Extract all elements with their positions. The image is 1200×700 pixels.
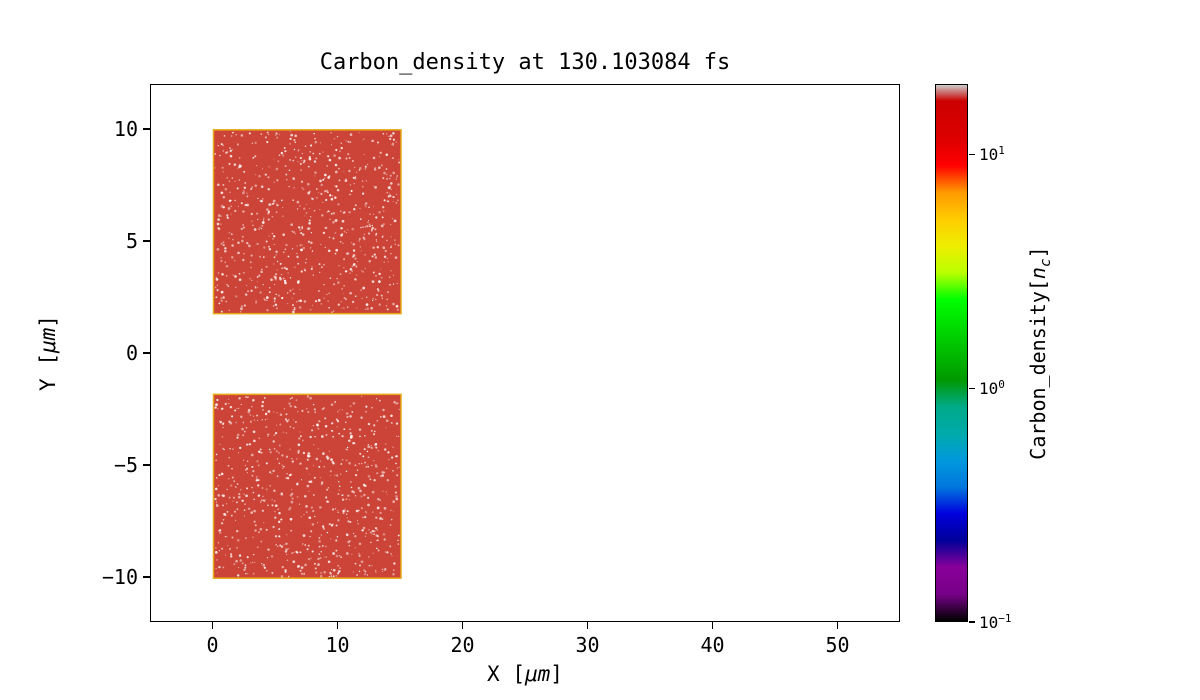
colorbar-label-sub: c (1038, 258, 1054, 268)
colorbar-label: Carbon_density[nc] (1026, 246, 1054, 459)
x-axis-label-close: ] (550, 662, 563, 686)
x-tick-mark (336, 622, 339, 629)
y-tick-label: −5 (113, 453, 138, 478)
y-tick-label: 5 (125, 228, 138, 253)
colorbar-label-text: Carbon_density[ (1026, 279, 1050, 460)
colorbar-tick-label: 101 (979, 144, 1005, 165)
y-tick-mark (143, 128, 150, 130)
y-tick-label: −10 (101, 565, 138, 590)
x-tick-mark (461, 622, 464, 629)
x-tick-label: 40 (700, 633, 725, 657)
y-tick-mark (143, 576, 150, 578)
y-tick-label: 0 (125, 341, 138, 365)
speckle-layer (214, 395, 400, 578)
colorbar (935, 84, 968, 622)
plot-title: Carbon_density at 130.103084 fs (319, 50, 731, 75)
colorbar-label-close: ] (1026, 246, 1050, 259)
x-tick-label: 0 (206, 633, 219, 657)
x-tick-label: 10 (325, 633, 350, 657)
x-tick-label: 30 (575, 633, 600, 657)
colorbar-gradient (936, 85, 967, 621)
colorbar-tick-mark (969, 387, 975, 389)
density-plot (212, 129, 402, 579)
y-tick-mark (143, 352, 150, 354)
plot-area (150, 84, 900, 622)
x-tick-label: 20 (450, 633, 475, 657)
x-axis-label-text: X [ (487, 662, 525, 686)
y-tick-mark (143, 240, 150, 242)
density-block (212, 129, 402, 315)
colorbar-tick-mark (969, 153, 975, 155)
x-tick-mark (586, 622, 589, 629)
x-axis-label: X [μm] (487, 662, 563, 686)
x-tick-label: 50 (825, 633, 850, 657)
y-tick-label: 10 (113, 116, 138, 141)
x-tick-mark (711, 622, 714, 629)
y-axis-label-close: ] (36, 315, 60, 328)
x-axis-unit: μm (524, 662, 551, 686)
colorbar-tick-label: 10−1 (979, 611, 1012, 633)
x-tick-mark (211, 622, 214, 629)
x-tick-mark (836, 622, 839, 629)
y-tick-mark (143, 464, 150, 466)
colorbar-tick-mark (969, 621, 975, 623)
colorbar-tick-label: 100 (979, 378, 1005, 399)
speckle-layer (214, 131, 401, 314)
colorbar-label-var: n (1026, 267, 1050, 280)
